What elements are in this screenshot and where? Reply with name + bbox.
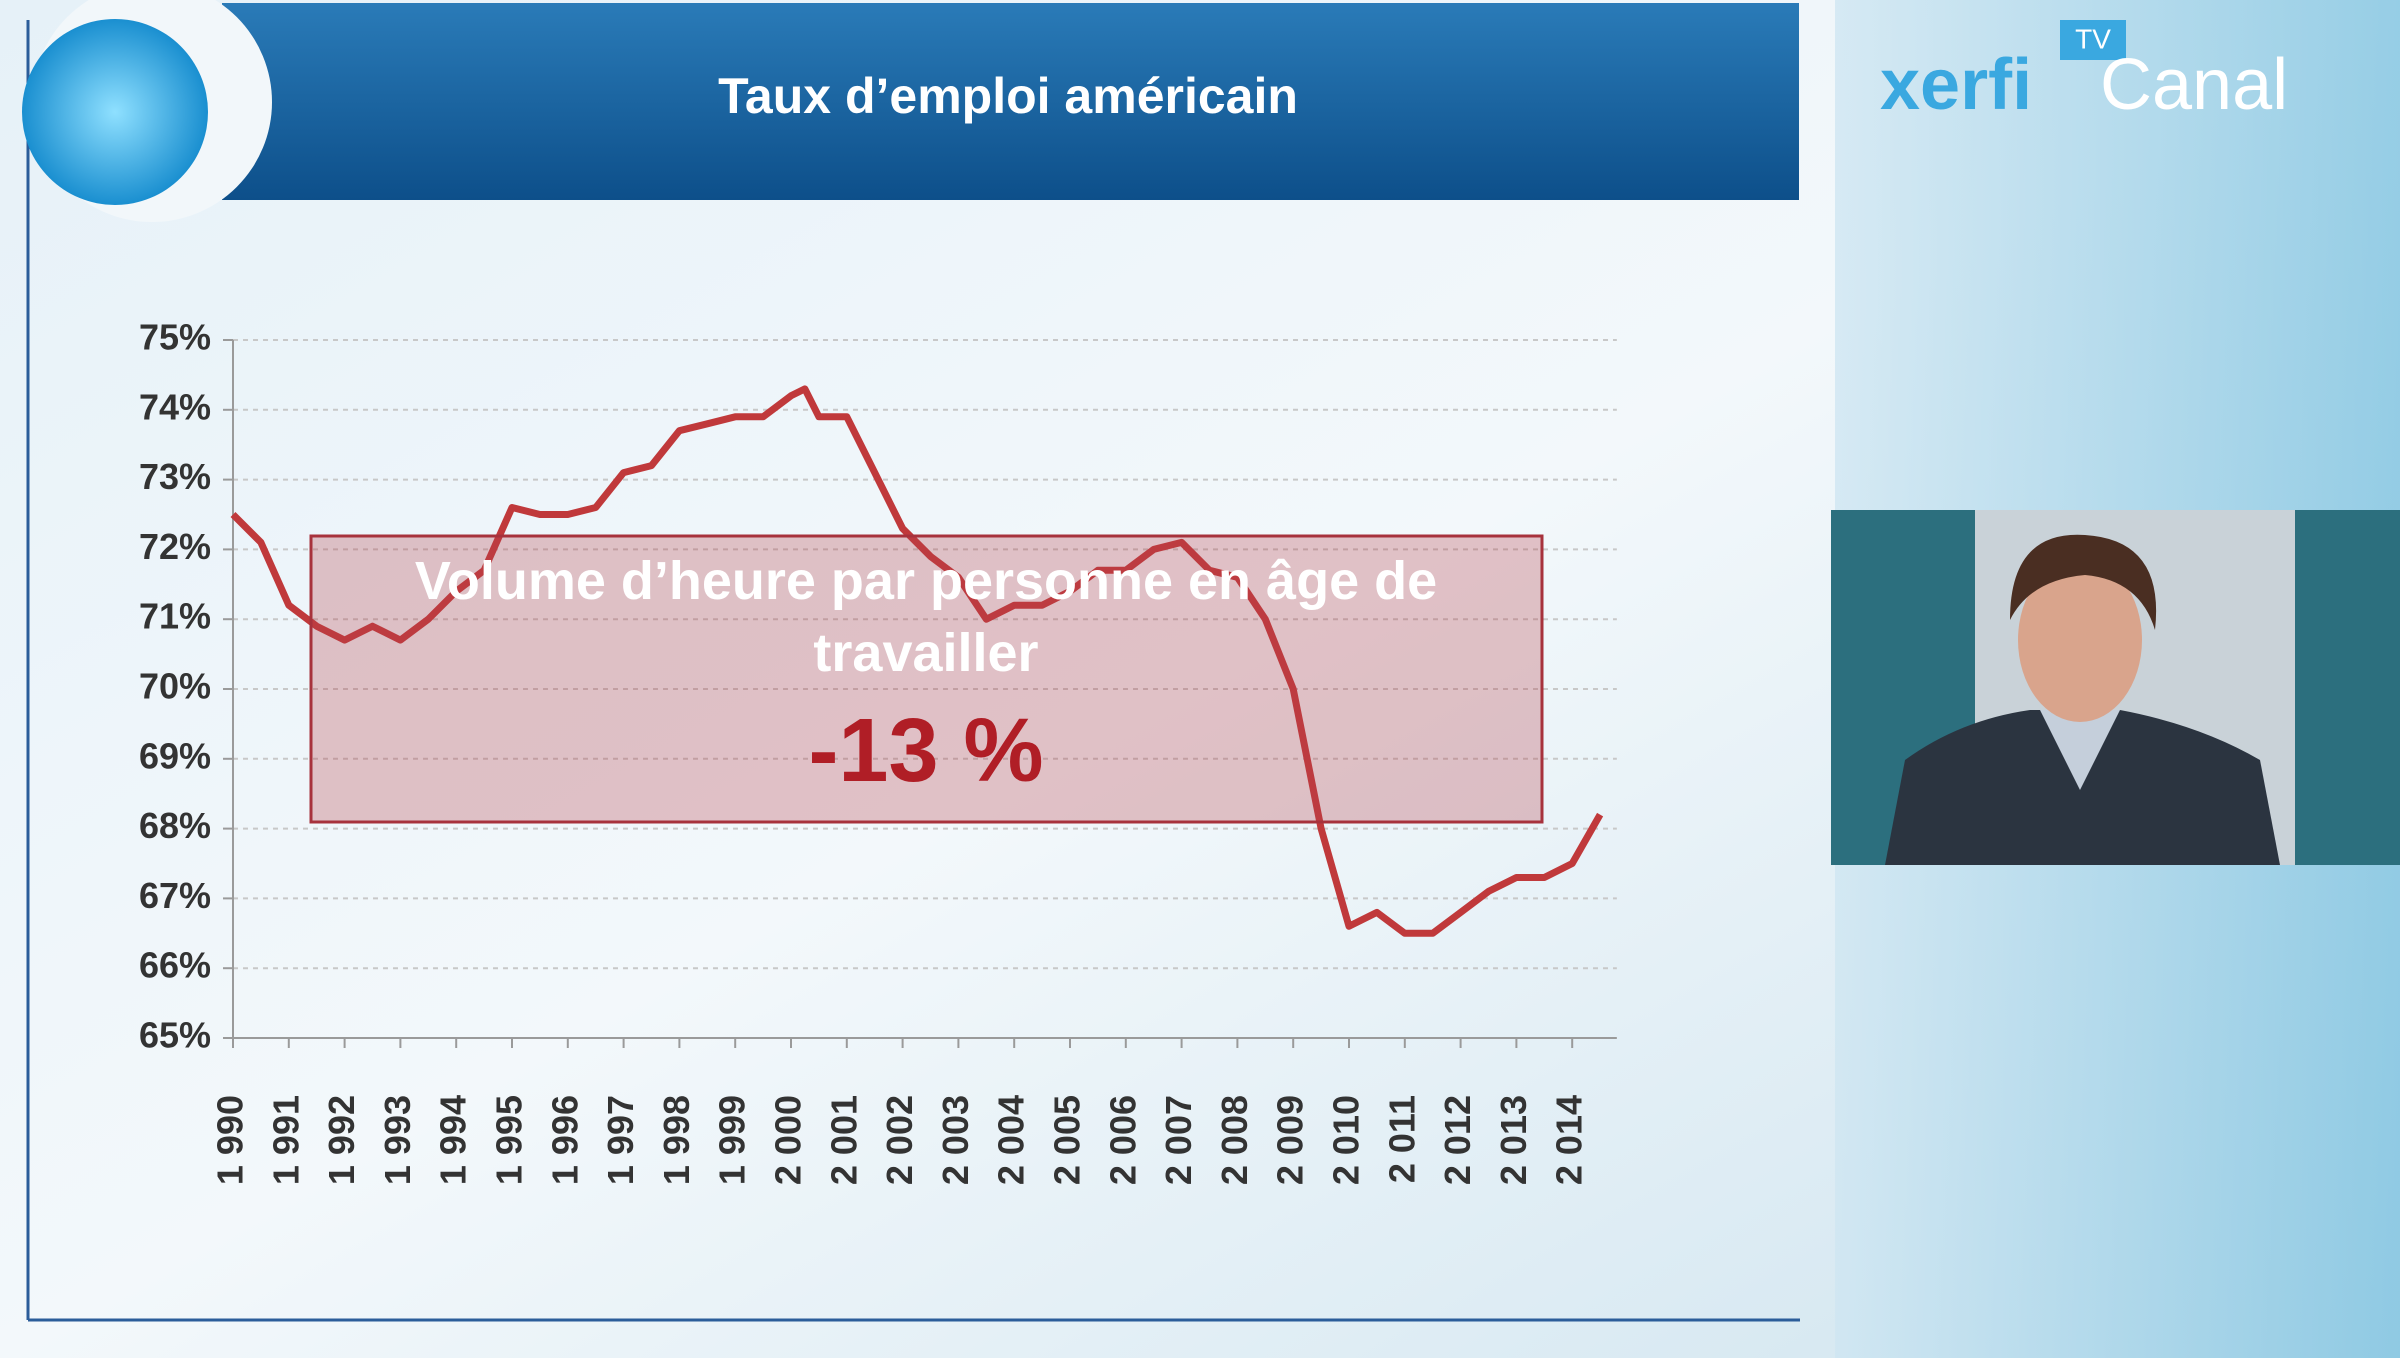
x-tick-label: 1 997 <box>600 1095 641 1185</box>
x-tick-label: 2 014 <box>1549 1095 1590 1185</box>
person-hair <box>2010 534 2157 630</box>
y-tick-label: 65% <box>139 1015 211 1056</box>
y-tick-label: 75% <box>139 317 211 358</box>
x-tick-label: 1 995 <box>489 1095 530 1185</box>
y-tick-label: 67% <box>139 875 211 916</box>
x-tick-label: 2 002 <box>879 1095 920 1185</box>
x-tick-label: 2 013 <box>1493 1095 1534 1185</box>
y-tick-label: 72% <box>139 526 211 567</box>
y-tick-label: 69% <box>139 735 211 776</box>
x-tick-label: 2 001 <box>823 1095 864 1185</box>
annotation-line: travailler <box>813 623 1038 683</box>
person-shirt <box>2040 710 2120 790</box>
x-tick-label: 1 990 <box>210 1095 251 1185</box>
x-tick-label: 2 011 <box>1381 1095 1422 1183</box>
logo-brand: xerfi <box>1880 45 2032 125</box>
chart-title: Taux d’emploi américain <box>718 68 1298 124</box>
x-tick-label: 1 999 <box>712 1095 753 1185</box>
x-tick-label: 2 004 <box>991 1095 1032 1185</box>
x-tick-label: 2 005 <box>1047 1095 1088 1185</box>
x-tick-label: 1 996 <box>544 1095 585 1185</box>
y-tick-label: 68% <box>139 805 211 846</box>
x-tick-label: 2 007 <box>1158 1095 1199 1185</box>
data-line <box>230 385 1604 937</box>
annotation-text: Volume d’heure par personne en âge de tra… <box>415 551 1437 683</box>
person-face <box>2018 558 2142 722</box>
x-tick-label: 1 991 <box>265 1095 306 1185</box>
annotation-box <box>309 534 1544 824</box>
annotation-highlight: -13 % <box>808 701 1043 801</box>
logo-channel: Canal <box>2100 45 2288 125</box>
x-tick-label: 2 010 <box>1326 1095 1367 1185</box>
y-tick-label: 73% <box>139 456 211 497</box>
y-tick-label: 70% <box>139 666 211 707</box>
x-tick-label: 2 006 <box>1102 1095 1143 1185</box>
x-tick-label: 1 998 <box>656 1095 697 1185</box>
person-body <box>1885 710 2280 865</box>
x-tick-label: 2 012 <box>1437 1095 1478 1185</box>
video-inset <box>1831 510 2400 865</box>
title-bar <box>222 3 1799 200</box>
x-tick-label: 1 993 <box>377 1095 418 1185</box>
logo-badge-box <box>2060 20 2126 60</box>
plot: 65% 66% 67% 68% 69% 70% 71% 72% 73% 74% 75% 1 990 1 … <box>139 317 1617 1185</box>
x-tick-label: 2 009 <box>1270 1095 1311 1185</box>
y-tick-label: 66% <box>139 945 211 986</box>
x-tick-label: 2 000 <box>768 1095 809 1185</box>
globe <box>22 19 208 205</box>
x-tick-label: 2 003 <box>935 1095 976 1185</box>
annotation-line: Volume d’heure par personne en âge de <box>415 551 1437 611</box>
logo-badge: TV <box>2075 23 2111 54</box>
x-tick-label: 2 008 <box>1214 1095 1255 1185</box>
y-tick-label: 71% <box>139 596 211 637</box>
y-tick-label: 74% <box>139 386 211 427</box>
x-tick-label: 1 994 <box>433 1095 474 1185</box>
x-tick-label: 1 992 <box>321 1095 362 1185</box>
